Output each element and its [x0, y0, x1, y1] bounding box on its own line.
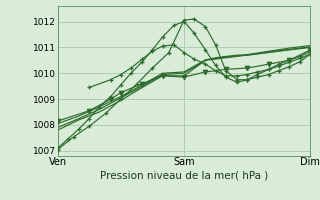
X-axis label: Pression niveau de la mer( hPa ): Pression niveau de la mer( hPa )	[100, 170, 268, 180]
